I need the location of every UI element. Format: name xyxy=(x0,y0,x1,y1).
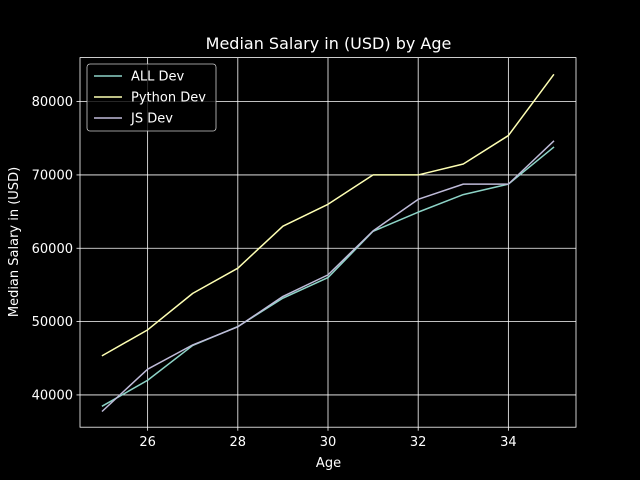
series-lines xyxy=(101,73,555,413)
legend-label: Python Dev xyxy=(131,91,206,106)
y-tick-label: 50000 xyxy=(32,315,73,330)
x-axis-label: Age xyxy=(316,456,341,471)
y-tick-label: 80000 xyxy=(32,95,73,110)
y-tick-label: 60000 xyxy=(32,242,73,257)
x-tick-label: 32 xyxy=(410,435,427,450)
x-tick-label: 26 xyxy=(139,435,156,450)
series-line-all-dev xyxy=(101,146,555,407)
legend-label: JS Dev xyxy=(130,112,173,127)
chart-title: Median Salary in (USD) by Age xyxy=(206,34,452,53)
x-axis-ticks: 26 28 30 32 34 xyxy=(139,427,517,450)
legend: ALL Dev Python Dev JS Dev xyxy=(86,63,217,132)
series-line-js-dev xyxy=(101,140,555,413)
legend-box xyxy=(86,63,217,132)
x-tick-label: 28 xyxy=(230,435,247,450)
y-axis-ticks: 40000 50000 60000 70000 80000 xyxy=(32,95,80,403)
grid xyxy=(80,57,576,428)
legend-label: ALL Dev xyxy=(131,70,185,85)
y-tick-label: 40000 xyxy=(32,388,73,403)
series-line-python-dev xyxy=(101,73,555,357)
y-tick-label: 70000 xyxy=(32,168,73,183)
y-axis-label: Median Salary in (USD) xyxy=(7,167,22,317)
x-tick-label: 34 xyxy=(500,435,517,450)
x-tick-label: 30 xyxy=(320,435,337,450)
